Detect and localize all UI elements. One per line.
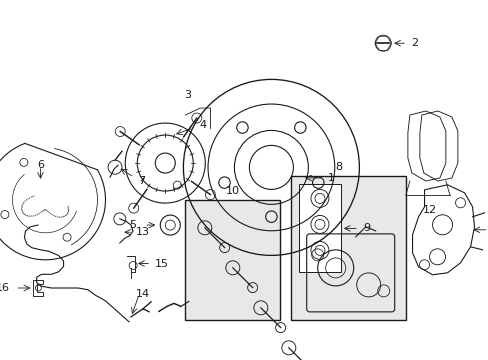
Text: 3: 3 bbox=[183, 90, 190, 100]
Text: 13: 13 bbox=[135, 227, 149, 237]
Text: 1: 1 bbox=[327, 173, 334, 183]
Text: 6: 6 bbox=[37, 160, 44, 170]
Text: 5: 5 bbox=[129, 220, 136, 230]
Bar bbox=[184, 200, 280, 320]
Text: 4: 4 bbox=[199, 120, 206, 130]
Bar bbox=[298, 184, 340, 273]
Text: 16: 16 bbox=[0, 283, 9, 293]
Text: 10: 10 bbox=[225, 186, 239, 196]
Text: 12: 12 bbox=[422, 205, 436, 215]
Text: 8: 8 bbox=[334, 162, 341, 172]
Text: 14: 14 bbox=[136, 289, 150, 299]
Text: 7: 7 bbox=[138, 176, 145, 186]
Bar bbox=[290, 176, 405, 320]
Text: 2: 2 bbox=[410, 38, 417, 48]
Text: 15: 15 bbox=[155, 258, 169, 269]
Text: 9: 9 bbox=[362, 224, 369, 233]
